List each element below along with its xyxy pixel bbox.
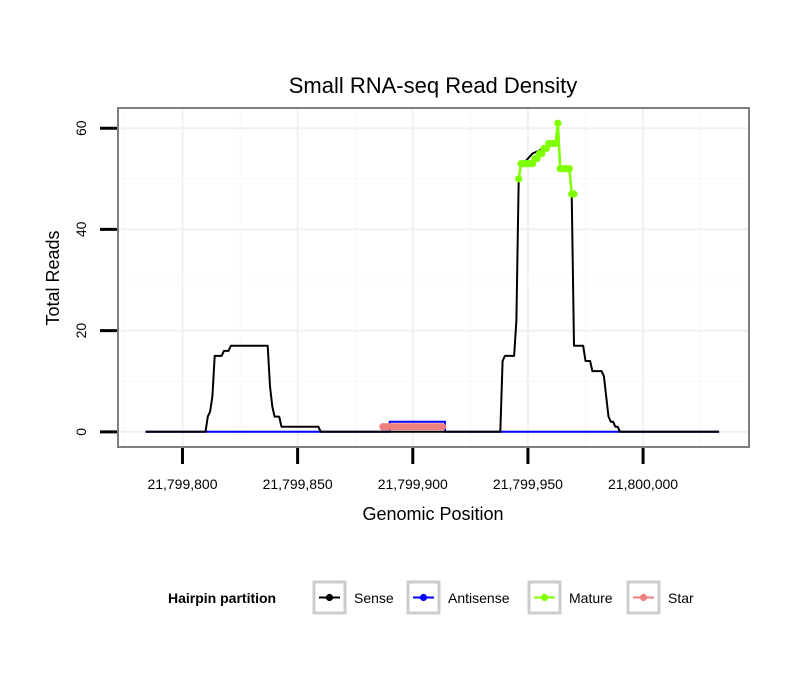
legend-label-antisense: Antisense [448,590,510,606]
x-axis-label: Genomic Position [362,504,503,524]
legend-title: Hairpin partition [168,590,276,606]
data-point-mature [515,175,523,183]
legend-key-point-antisense [419,593,428,602]
x-tick-label: 21,799,950 [493,476,563,492]
data-point-mature [551,139,560,148]
data-point-mature [554,119,562,127]
x-tick-label: 21,799,850 [263,476,333,492]
plot-border [117,107,750,448]
legend-label-sense: Sense [354,590,394,606]
y-tick-label: 60 [73,120,89,136]
legend-key-point-sense [325,593,334,602]
x-tick-label: 21,799,800 [147,476,217,492]
y-axis-label: Total Reads [43,230,63,325]
legend-label-star: Star [668,590,694,606]
legend-key-point-mature [540,593,549,602]
series-layer [145,119,720,433]
plot-panel [117,107,750,448]
x-tick-label: 21,800,000 [608,476,678,492]
chart-title: Small RNA-seq Read Density [289,73,578,98]
legend-items: Sense Antisense Mature Star [312,580,694,615]
series-line-sense [145,122,720,433]
data-point-mature [570,190,578,198]
legend: Hairpin partition Sense Antisense Mature St… [168,580,694,615]
y-axis: 0 20 40 60 [73,120,117,436]
data-point-star [439,423,447,431]
legend-key-point-star [639,593,648,602]
data-point-mature [565,165,573,173]
legend-label-mature: Mature [569,590,613,606]
y-tick-label: 0 [73,428,89,436]
y-tick-label: 40 [73,221,89,237]
y-tick-label: 20 [73,323,89,339]
x-axis: 21,799,800 21,799,850 21,799,900 21,799,950… [147,448,678,492]
x-tick-label: 21,799,900 [378,476,448,492]
